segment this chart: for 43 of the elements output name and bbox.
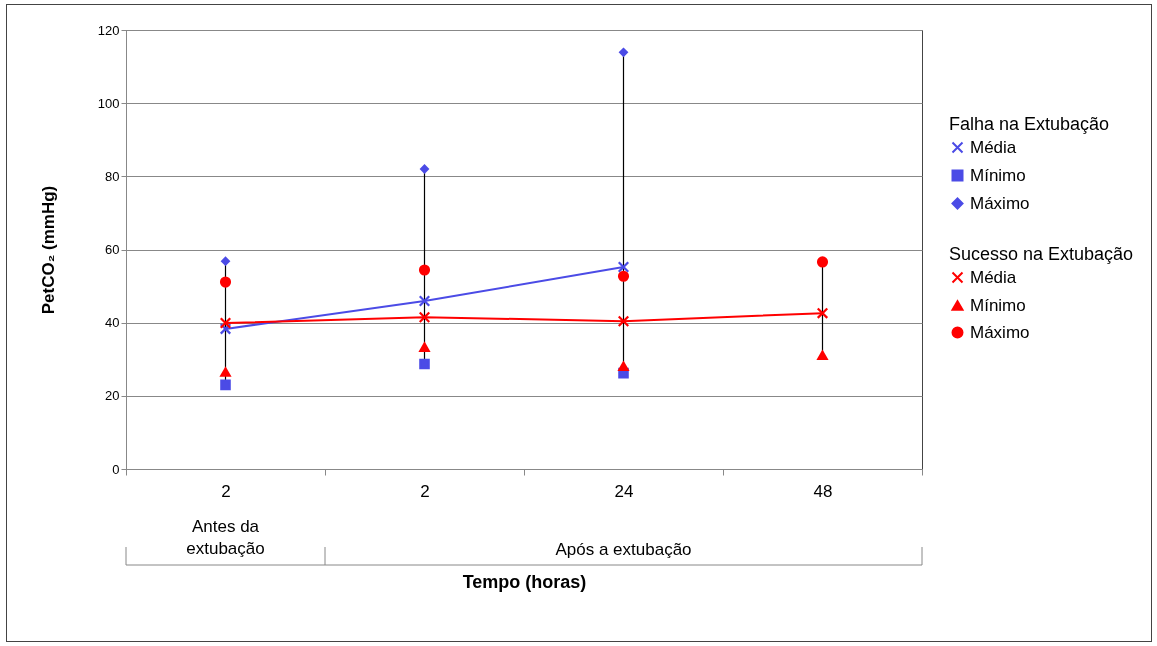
point [617,261,630,273]
x-axis-title: Tempo (horas) [462,571,587,592]
point [418,295,431,307]
point [219,276,232,288]
point [221,256,230,266]
x-tick-label: 48 [813,481,833,501]
point [617,270,630,282]
point [220,379,231,391]
legend-label: Mínimo [970,295,1026,315]
text: Falha na Extubação [949,114,1110,134]
point [220,367,231,377]
point [418,311,431,324]
legend-label: Máximo [970,322,1030,342]
text: Sucesso na Extubação [949,244,1134,264]
y-tick-label: 0 [112,461,120,477]
y-tick-label: 20 [105,388,120,404]
y-tick-label: 40 [105,315,120,331]
point [816,256,829,268]
y-tick-label: 120 [97,22,120,38]
point [418,264,431,276]
legend-label: Média [970,267,1017,287]
point [817,350,828,360]
point [219,317,232,329]
x-tick-label: 2 [420,481,430,501]
text: Antes da extubação [186,517,265,558]
x-tick-label: 2 [221,481,231,501]
y-axis-title: PetCO₂ (mmHg) [38,185,58,315]
point [618,361,629,371]
text: Após a extubação [555,540,692,559]
legend-label: Média [970,137,1017,157]
y-tick-label: 60 [105,242,120,257]
y-tick-label: 80 [105,168,120,184]
y-tick-label: 100 [97,95,120,111]
point [617,315,630,328]
point [420,164,429,174]
point [219,323,232,335]
point [419,342,430,352]
point [419,358,430,370]
x-tick-label: 24 [614,481,634,501]
point [816,307,829,319]
legend-label: Máximo [970,193,1030,213]
legend-label: Mínimo [970,165,1026,185]
point [619,47,628,57]
